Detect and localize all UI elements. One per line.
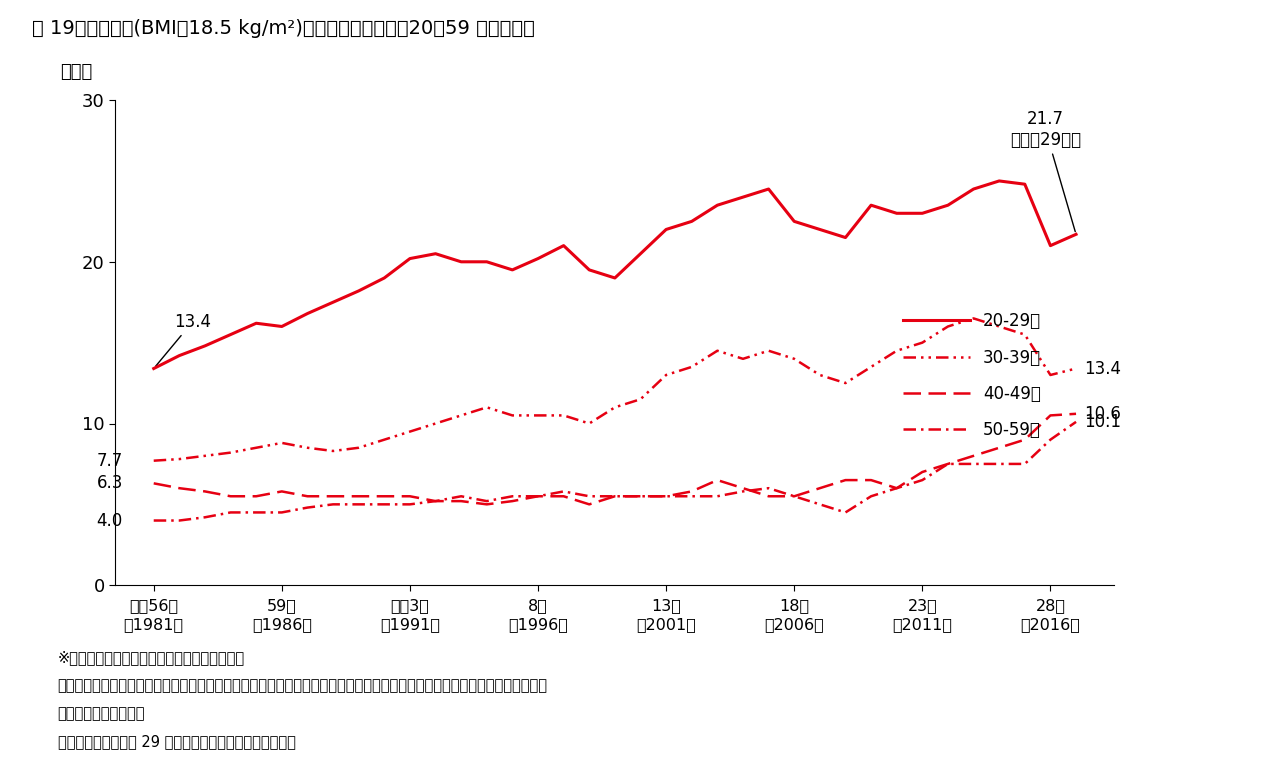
Text: 21.7
（平成29年）: 21.7 （平成29年）	[1009, 110, 1081, 232]
Text: （％）: （％）	[60, 62, 92, 81]
Text: 6.3: 6.3	[96, 474, 123, 492]
Text: 4.0: 4.0	[97, 511, 123, 530]
Text: ただし、平成 29 年については単年の結果である。: ただし、平成 29 年については単年の結果である。	[58, 734, 296, 748]
Text: 図 19　やせの者(BMI＜18.5 kg/m²)の割合の年次推移（20〜59 歳、女性）: 図 19 やせの者(BMI＜18.5 kg/m²)の割合の年次推移（20〜59 …	[32, 19, 535, 38]
Text: 13.4: 13.4	[1084, 360, 1121, 377]
Text: ※移動平均＊により平滑化した結果から作成。: ※移動平均＊により平滑化した結果から作成。	[58, 651, 245, 665]
Text: 7.7: 7.7	[97, 452, 123, 470]
Text: 10.1: 10.1	[1084, 413, 1121, 431]
Text: ＊「移動平均」とは、各年の結果のばらつきを少なくするため、各年次結果と前後の年次結果を足し合わせ、計３年分を: ＊「移動平均」とは、各年の結果のばらつきを少なくするため、各年次結果と前後の年次…	[58, 678, 548, 693]
Text: 10.6: 10.6	[1084, 405, 1121, 423]
Text: 平均化したもの。: 平均化したもの。	[58, 706, 145, 721]
Text: 13.4: 13.4	[155, 313, 211, 367]
Legend: 20-29歳, 30-39歳, 40-49歳, 50-59歳: 20-29歳, 30-39歳, 40-49歳, 50-59歳	[903, 312, 1041, 439]
